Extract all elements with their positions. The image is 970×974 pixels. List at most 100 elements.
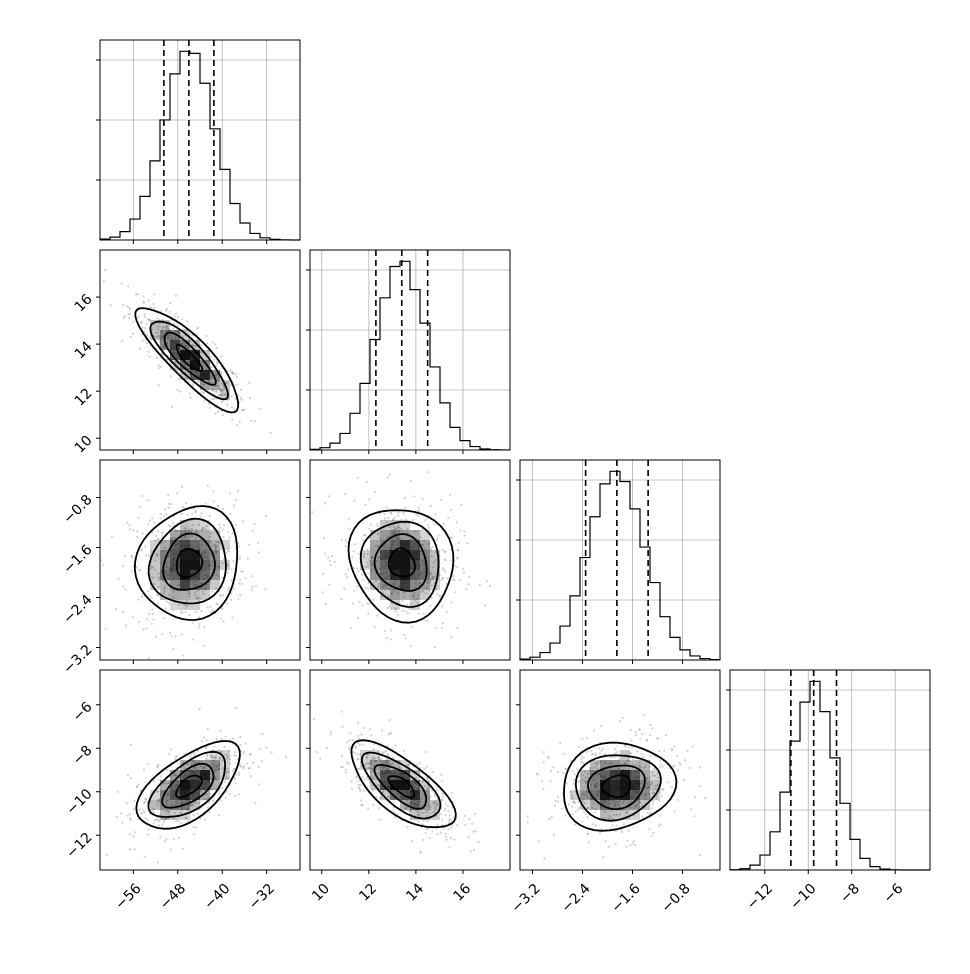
density-cell bbox=[170, 570, 180, 580]
sample-point bbox=[142, 295, 145, 298]
sample-point bbox=[396, 527, 399, 530]
sample-point bbox=[192, 833, 195, 836]
panel-2-1 bbox=[306, 459, 511, 664]
sample-point bbox=[649, 723, 652, 727]
sample-point bbox=[149, 306, 152, 309]
sample-point bbox=[364, 587, 367, 590]
sample-point bbox=[165, 326, 169, 329]
sample-point bbox=[447, 516, 450, 520]
sample-point bbox=[152, 612, 155, 616]
sample-point bbox=[392, 756, 395, 759]
sample-point bbox=[389, 511, 392, 515]
sample-point bbox=[441, 577, 444, 580]
sample-point bbox=[581, 799, 584, 803]
sample-point bbox=[434, 551, 437, 554]
sample-point bbox=[196, 597, 199, 600]
sample-point bbox=[357, 757, 360, 760]
sample-point bbox=[140, 549, 143, 552]
sample-point bbox=[126, 774, 130, 777]
sample-point bbox=[444, 802, 447, 805]
sample-point bbox=[388, 718, 391, 722]
sample-point bbox=[258, 783, 261, 786]
sample-point bbox=[365, 768, 368, 771]
sample-point bbox=[372, 598, 375, 601]
sample-point bbox=[428, 526, 431, 529]
density-cell bbox=[400, 580, 410, 590]
density-cell bbox=[390, 580, 400, 590]
sample-point bbox=[387, 605, 391, 608]
sample-point bbox=[425, 815, 428, 818]
sample-point bbox=[225, 758, 228, 761]
sample-point bbox=[364, 503, 367, 506]
sample-point bbox=[429, 547, 432, 550]
sample-point bbox=[195, 531, 198, 534]
sample-point bbox=[156, 861, 160, 864]
sample-point bbox=[184, 816, 187, 819]
sample-point bbox=[156, 799, 159, 802]
sample-point bbox=[238, 762, 241, 766]
sample-point bbox=[215, 778, 218, 781]
sample-point bbox=[218, 565, 221, 568]
sample-point bbox=[582, 762, 585, 765]
sample-point bbox=[547, 756, 550, 759]
sample-point bbox=[627, 829, 630, 832]
sample-point bbox=[375, 559, 378, 563]
sample-point bbox=[229, 368, 232, 371]
density-cell bbox=[190, 800, 200, 810]
sample-point bbox=[129, 812, 132, 816]
density-cell bbox=[390, 760, 400, 770]
density-cell bbox=[610, 790, 620, 800]
sample-point bbox=[162, 326, 166, 329]
sample-point bbox=[247, 381, 251, 384]
sample-point bbox=[585, 791, 588, 794]
density-cell bbox=[380, 540, 390, 550]
density-cell bbox=[180, 520, 190, 530]
sample-point bbox=[116, 790, 119, 793]
sample-point bbox=[375, 795, 378, 799]
sample-point bbox=[535, 772, 538, 775]
sample-point bbox=[123, 315, 127, 318]
sample-point bbox=[225, 381, 229, 384]
sample-point bbox=[416, 597, 419, 601]
sample-point bbox=[390, 512, 393, 515]
sample-point bbox=[650, 807, 653, 810]
sample-point bbox=[200, 391, 203, 394]
sample-point bbox=[366, 552, 369, 555]
sample-point bbox=[172, 774, 175, 777]
density-cell bbox=[360, 560, 370, 570]
sample-point bbox=[208, 514, 211, 517]
sample-point bbox=[157, 764, 160, 767]
sample-point bbox=[594, 824, 597, 827]
sample-point bbox=[365, 602, 368, 605]
sample-point bbox=[417, 510, 420, 513]
sample-point bbox=[372, 764, 375, 767]
sample-point bbox=[428, 580, 432, 583]
sample-point bbox=[181, 505, 184, 509]
sample-point bbox=[199, 350, 202, 353]
sample-point bbox=[173, 537, 177, 540]
sample-point bbox=[614, 801, 618, 804]
sample-point bbox=[173, 337, 176, 340]
sample-point bbox=[587, 832, 590, 835]
density-cell bbox=[200, 530, 210, 540]
sample-point bbox=[571, 770, 575, 773]
sample-point bbox=[483, 604, 487, 607]
sample-point bbox=[644, 792, 647, 795]
sample-point bbox=[249, 753, 252, 756]
sample-point bbox=[463, 814, 466, 818]
sample-point bbox=[185, 599, 189, 602]
sample-point bbox=[143, 801, 146, 805]
sample-point bbox=[368, 498, 371, 501]
contour-line bbox=[163, 331, 217, 386]
sample-point bbox=[169, 631, 172, 635]
sample-point bbox=[446, 804, 449, 808]
sample-point bbox=[219, 393, 222, 396]
sample-point bbox=[578, 806, 582, 809]
sample-point bbox=[451, 825, 454, 828]
sample-point bbox=[367, 807, 370, 810]
sample-point bbox=[155, 635, 158, 638]
sample-point bbox=[417, 506, 420, 509]
sample-point bbox=[372, 803, 375, 806]
sample-point bbox=[643, 766, 646, 769]
sample-point bbox=[178, 338, 181, 341]
